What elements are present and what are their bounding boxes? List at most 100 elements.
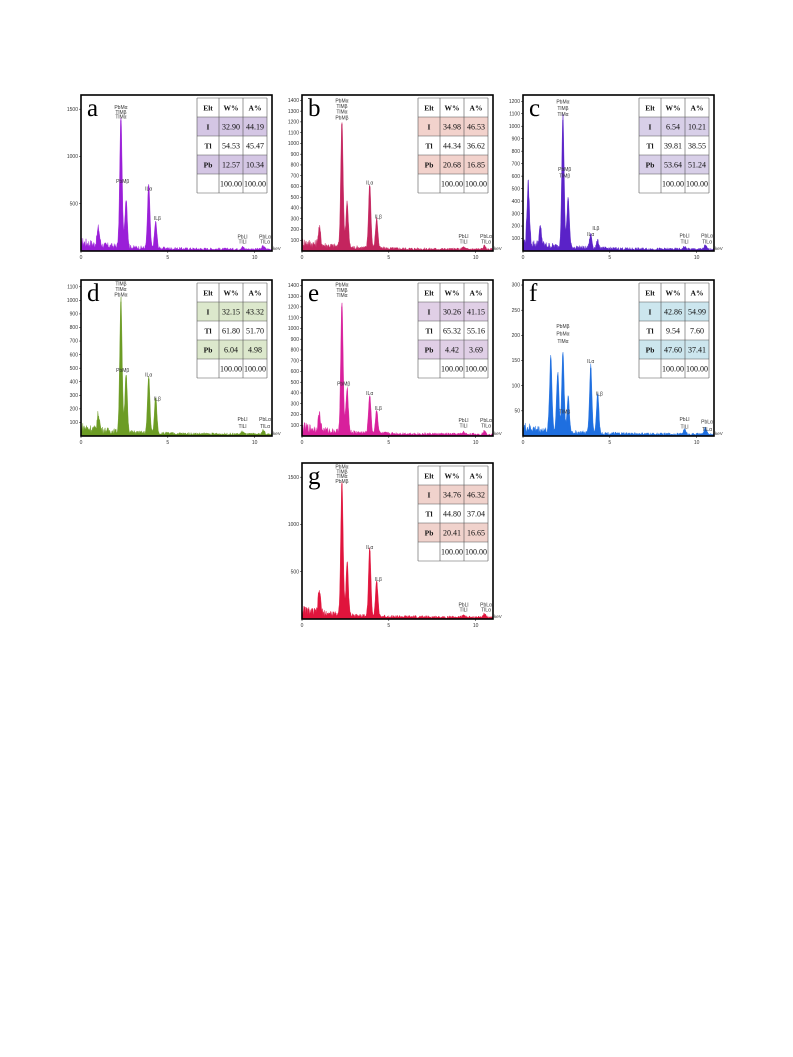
table-cell: 4.42 — [445, 345, 459, 354]
spectrum-area — [301, 122, 494, 252]
y-tick-label: 1100 — [288, 130, 299, 136]
table-element: I — [649, 307, 652, 316]
x-tick-label: 10 — [473, 623, 479, 629]
table-element: I — [207, 122, 210, 131]
peak-label: PbLl — [237, 417, 247, 423]
y-tick-label: 150 — [512, 358, 521, 364]
peak-label: ILβ — [375, 577, 382, 583]
peak-label: PbMα — [335, 282, 348, 288]
table-row-shade — [639, 302, 709, 321]
table-row-shade — [197, 117, 267, 136]
eds-chart-e: 1002003004005006007008009001000110012001… — [288, 279, 502, 446]
peak-label: PbMβ — [116, 368, 129, 374]
table-element: Tl — [204, 326, 211, 335]
table-cell: 55.16 — [467, 326, 485, 335]
peak-label: ILβ — [375, 406, 382, 412]
peak-label: TlLα — [481, 239, 491, 245]
table-row-shade — [418, 523, 488, 542]
peak-label: PbLl — [679, 417, 689, 423]
table-cell: 100.00 — [244, 179, 266, 188]
table-element: Pb — [425, 160, 434, 169]
peak-label: PbLl — [458, 603, 468, 609]
table-cell: 46.53 — [467, 122, 485, 131]
panel-letter: e — [308, 280, 319, 307]
peak-label: TlMβ — [336, 104, 347, 110]
plot-frame — [80, 279, 273, 437]
table-background — [197, 283, 267, 378]
y-tick-label: 1000 — [67, 154, 78, 160]
table-cell: 32.15 — [222, 307, 240, 316]
y-tick-label: 600 — [70, 352, 79, 358]
table-header: Elt — [424, 471, 434, 480]
table-cell: 100.00 — [686, 364, 708, 373]
table-cell: 53.64 — [664, 160, 682, 169]
y-tick-label: 600 — [291, 184, 300, 190]
table-background — [418, 466, 488, 561]
table-element: Pb — [204, 160, 213, 169]
plot-frame — [522, 279, 715, 437]
table-element: Tl — [646, 141, 653, 150]
table-cell: 46.32 — [467, 490, 485, 499]
table-background — [418, 283, 488, 378]
table-header: W% — [224, 288, 239, 297]
peak-label: TlMα — [336, 474, 347, 480]
x-tick-label: 10 — [252, 255, 258, 261]
y-tick-label: 700 — [512, 161, 521, 167]
table-header: Elt — [424, 288, 434, 297]
table-background — [197, 98, 267, 193]
peak-label: PbMβ — [337, 381, 350, 387]
eds-panel-c: 100 200 300 400 500 600 700 800 900 1000 1100 1200 0… — [505, 91, 723, 267]
table-element: I — [428, 490, 431, 499]
table-cell: 100.00 — [465, 547, 487, 556]
x-tick-label: 10 — [473, 255, 479, 261]
y-tick-label: 400 — [291, 206, 300, 212]
plot-frame — [80, 94, 273, 252]
peak-label: ILα — [366, 180, 373, 186]
table-header: A% — [691, 288, 704, 297]
plot-frame — [301, 94, 494, 252]
y-tick-label: 100 — [291, 238, 300, 244]
peak-label: PbLl — [237, 235, 247, 241]
plot-frame — [522, 94, 715, 252]
table-element: I — [207, 307, 210, 316]
spectrum-area — [301, 302, 494, 437]
table-header: W% — [224, 103, 239, 112]
table-cell: 43.32 — [246, 307, 264, 316]
y-tick-label: 1300 — [288, 294, 299, 300]
table-cell: 6.54 — [666, 122, 680, 131]
x-tick-label: 10 — [694, 255, 700, 261]
peak-label: ILβ — [154, 216, 161, 222]
table-cell: 100.00 — [220, 179, 242, 188]
peak-label: TlMα — [115, 287, 126, 293]
table-row-shade — [418, 302, 488, 321]
table-cell: 100.00 — [465, 364, 487, 373]
y-tick-label: 800 — [291, 163, 300, 169]
spectrum-area — [522, 114, 715, 252]
peak-label: TlLl — [680, 240, 688, 246]
composition-table: Elt W% A% I 30.26 41.15 Tl 65.32 55.16 Pb 4.42 3.69… — [417, 282, 489, 379]
table-element: Tl — [425, 509, 432, 518]
x-tick-label: 10 — [473, 440, 479, 446]
peak-label: PbMα — [114, 105, 127, 111]
table-element: Tl — [425, 326, 432, 335]
table-cell: 32.90 — [222, 122, 240, 131]
peak-label: TlLα — [260, 239, 270, 245]
table-cell: 100.00 — [662, 364, 684, 373]
y-tick-label: 400 — [512, 199, 521, 205]
y-tick-label: 250 — [512, 308, 521, 314]
table-cell: 100.00 — [220, 364, 242, 373]
peak-label: ILβ — [375, 215, 382, 221]
y-tick-label: 300 — [512, 211, 521, 217]
y-tick-label: 1000 — [288, 522, 299, 528]
table-header: W% — [666, 103, 681, 112]
y-tick-label: 200 — [70, 407, 79, 413]
y-tick-label: 300 — [512, 283, 521, 289]
table-element: Tl — [204, 141, 211, 150]
table-row-shade — [639, 340, 709, 359]
table-cell: 37.41 — [688, 345, 706, 354]
table-cell: 10.34 — [246, 160, 264, 169]
y-tick-label: 800 — [512, 149, 521, 155]
y-tick-label: 100 — [70, 420, 79, 426]
y-tick-label: 1200 — [288, 305, 299, 311]
